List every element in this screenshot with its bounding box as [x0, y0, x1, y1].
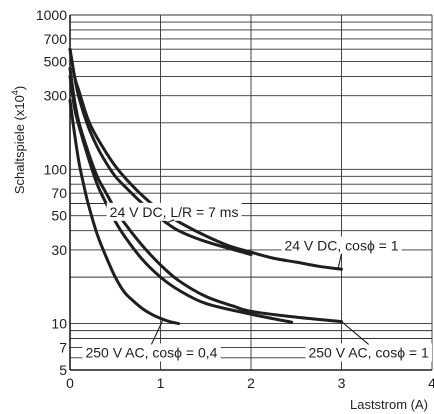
- x-tick-label: 2: [247, 375, 255, 391]
- y-axis-title-base: Schaltspiele (x10: [12, 95, 27, 194]
- y-tick-label: 70: [51, 185, 67, 201]
- annotation-leader-line: [337, 253, 343, 269]
- axes: 5 7 10 30 50 70 100 300 500 700 1000 0 1 2 3 4: [36, 7, 434, 391]
- annotation: 24 V DC, cosϕ = 1: [281, 236, 402, 255]
- annotation-background: [281, 236, 402, 255]
- x-axis-title: Laststrom (A): [350, 397, 428, 412]
- x-tick-label: 0: [66, 375, 74, 391]
- annotation-leader-line: [150, 319, 164, 345]
- y-axis-title-exponent: 4: [10, 90, 20, 95]
- curve-series-4: [68, 98, 181, 326]
- curve-annotations: 24 V DC, L/R = 7 ms 24 V DC, cosϕ = 1 250 …: [82, 202, 433, 362]
- y-tick-label: 10: [51, 316, 67, 332]
- y-axis-title-close: ): [12, 86, 27, 90]
- y-tick-label: 7: [59, 339, 67, 355]
- annotation-leader-line: [166, 219, 175, 224]
- annotation: 24 V DC, L/R = 7 ms: [106, 202, 242, 221]
- y-tick-label: 30: [51, 242, 67, 258]
- annotation-text: 250 V AC, cosϕ = 0,4: [85, 344, 217, 360]
- annotation: 250 V AC, cosϕ = 0,4: [82, 343, 221, 362]
- annotation-background: [106, 202, 242, 221]
- annotation-leader-line: [341, 321, 370, 345]
- y-tick-label: 5: [59, 362, 67, 378]
- curve-series-0: [68, 47, 253, 257]
- y-tick-label: 700: [44, 31, 68, 47]
- annotation-background: [82, 343, 221, 362]
- annotation-background: [305, 343, 433, 362]
- annotation: 250 V AC, cosϕ = 1: [305, 343, 433, 362]
- annotation-text: 24 V DC, cosϕ = 1: [284, 238, 398, 254]
- x-tick-label: 4: [428, 375, 434, 391]
- x-tick-label: 3: [338, 375, 346, 391]
- y-tick-label: 100: [44, 161, 68, 177]
- y-axis-tick-labels: 5 7 10 30 50 70 100 300 500 700 1000: [36, 7, 67, 378]
- y-tick-label: 1000: [36, 7, 67, 23]
- y-axis-title: Schaltspiele (x104): [10, 86, 27, 194]
- gridlines: [69, 14, 433, 371]
- annotation-text: 250 V AC, cosϕ = 1: [308, 344, 429, 360]
- x-tick-label: 1: [157, 375, 165, 391]
- y-tick-label: 500: [44, 53, 68, 69]
- y-tick-label: 50: [51, 208, 67, 224]
- x-axis-tick-labels: 0 1 2 3 4: [66, 375, 434, 391]
- y-tick-label: 300: [44, 88, 68, 104]
- annotation-text: 24 V DC, L/R = 7 ms: [110, 204, 239, 220]
- curve-series-3: [68, 74, 294, 324]
